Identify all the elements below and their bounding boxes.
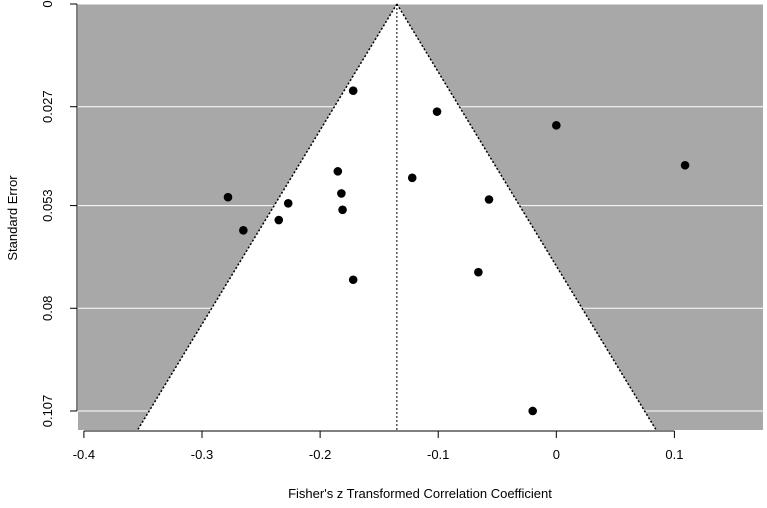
data-point-15	[528, 406, 537, 416]
data-point-5	[407, 173, 417, 183]
x-tick-label-2: -0.2	[309, 447, 331, 462]
data-point-8	[283, 199, 293, 208]
data-point-4	[333, 167, 343, 176]
data-point-0	[348, 86, 358, 96]
x-tick-label-0: -0.4	[73, 447, 95, 462]
y-tick-label-3: 0.08	[40, 296, 55, 321]
plot-area	[78, 3, 763, 431]
data-point-2	[552, 121, 561, 130]
data-point-7	[337, 189, 346, 198]
y-tick-label-2: 0.053	[40, 189, 55, 222]
x-axis-title: Fisher's z Transformed Correlation Coeff…	[288, 486, 552, 501]
funnel-right-boundary	[396, 3, 657, 431]
x-tick-label-5: 0.1	[665, 447, 683, 462]
data-point-14	[348, 275, 358, 285]
data-point-13	[474, 267, 483, 277]
data-point-1	[432, 107, 442, 116]
x-axis: -0.4 -0.3 -0.2 -0.1 0 0.1	[73, 430, 683, 462]
data-point-10	[338, 205, 347, 215]
data-point-12	[239, 226, 248, 235]
y-tick-label-0: 0	[40, 0, 55, 7]
x-tick-label-3: -0.1	[427, 447, 449, 462]
x-tick-label-4: 0	[553, 447, 560, 462]
y-axis: 0 0.027 0.053 0.08 0.107	[40, 0, 78, 428]
data-point-3	[680, 160, 690, 170]
y-tick-label-1: 0.027	[40, 90, 55, 123]
x-tick-label-1: -0.3	[191, 447, 213, 462]
funnel-left-boundary	[136, 3, 398, 431]
y-tick-label-4: 0.107	[40, 395, 55, 428]
data-point-6	[223, 192, 233, 202]
data-points	[223, 86, 690, 416]
data-point-9	[484, 195, 494, 204]
y-axis-title: Standard Error	[5, 175, 20, 261]
data-point-11	[274, 215, 284, 225]
